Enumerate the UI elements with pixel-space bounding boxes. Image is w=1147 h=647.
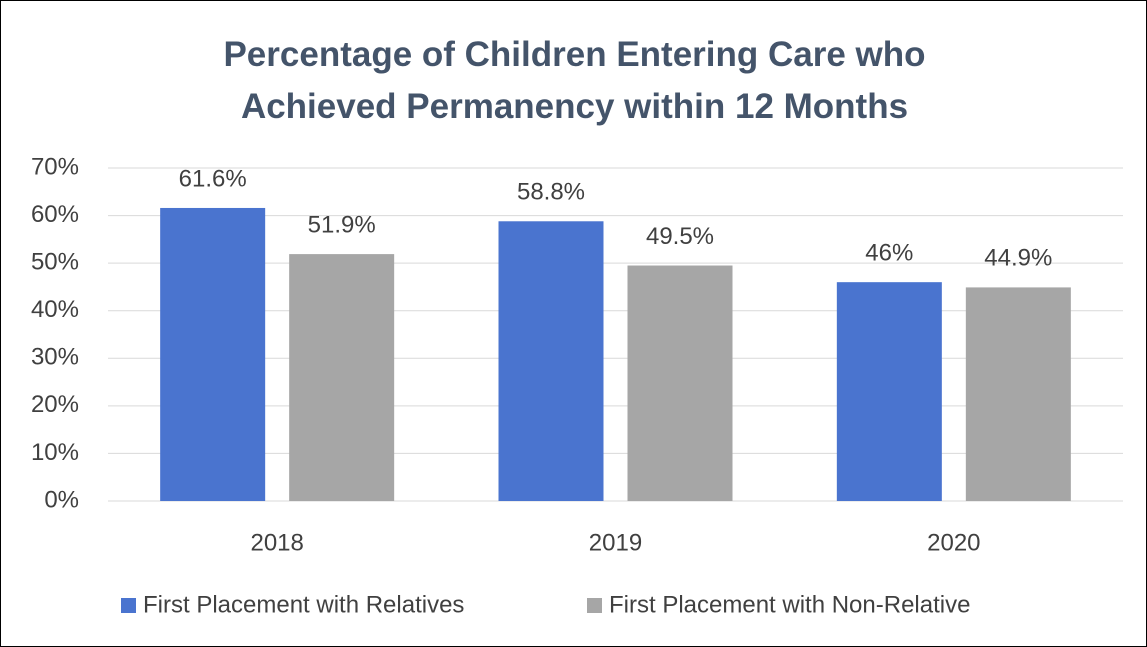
- bar: [627, 265, 733, 501]
- x-tick-label: 2019: [589, 529, 642, 556]
- bar: [289, 254, 395, 501]
- data-label: 61.6%: [179, 165, 247, 192]
- bar: [498, 221, 604, 501]
- bar: [160, 207, 266, 501]
- data-label: 49.5%: [646, 223, 714, 250]
- chart-title: Percentage of Children Entering Care who…: [223, 35, 926, 126]
- y-tick-label: 30%: [31, 344, 79, 371]
- legend-swatch: [121, 598, 136, 613]
- data-label: 44.9%: [984, 245, 1052, 272]
- y-tick-label: 0%: [44, 486, 79, 513]
- y-tick-label: 10%: [31, 439, 79, 466]
- x-tick-label: 2020: [927, 529, 980, 556]
- legend-swatch: [587, 598, 602, 613]
- y-tick-label: 40%: [31, 296, 79, 323]
- data-label: 58.8%: [517, 179, 585, 206]
- y-tick-label: 20%: [31, 391, 79, 418]
- x-tick-label: 2018: [250, 529, 303, 556]
- legend-label: First Placement with Relatives: [143, 591, 464, 618]
- data-label: 51.9%: [308, 211, 376, 238]
- y-tick-label: 50%: [31, 248, 79, 275]
- y-tick-label: 70%: [31, 153, 79, 180]
- bar: [965, 287, 1071, 501]
- legend-label: First Placement with Non-Relative: [609, 591, 970, 618]
- data-label: 46%: [865, 240, 913, 267]
- y-tick-label: 60%: [31, 201, 79, 228]
- bar: [836, 282, 942, 501]
